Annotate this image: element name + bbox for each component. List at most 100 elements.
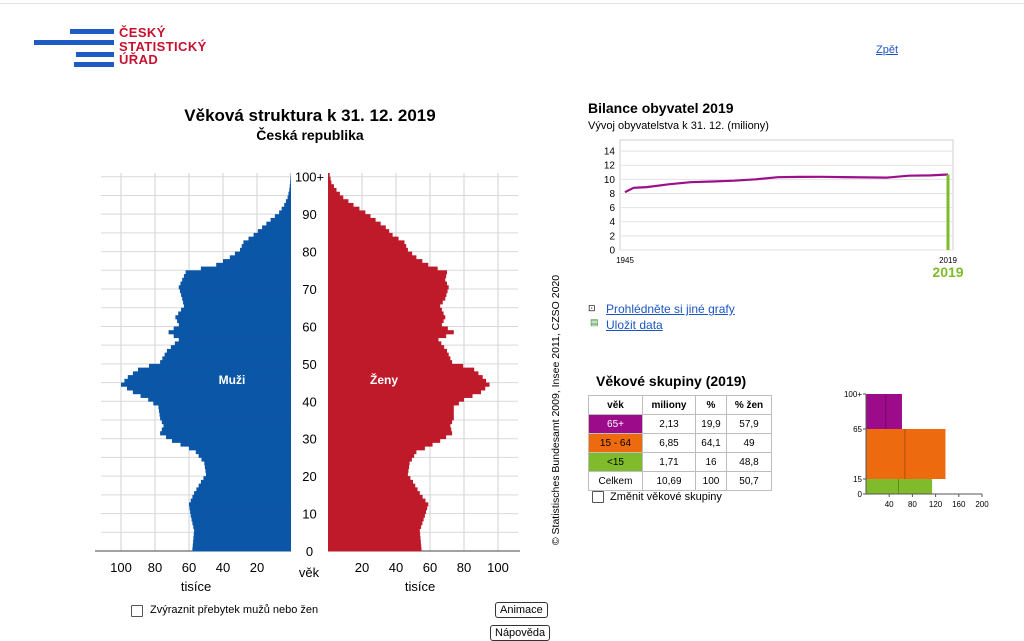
female-bar (328, 424, 450, 428)
male-bar (288, 195, 291, 199)
female-bar (328, 461, 410, 465)
cell-millions: 1,71 (643, 453, 696, 472)
male-bar (164, 424, 292, 428)
female-bar (328, 364, 463, 368)
table-row: 15 - 64 6,85 64,1 49 (589, 434, 772, 453)
male-bar (275, 214, 291, 218)
female-x-tick: 100 (487, 560, 509, 575)
male-bar (242, 244, 291, 248)
population-line (625, 175, 948, 193)
male-bar (196, 487, 291, 491)
age-tick-label: 0 (306, 544, 313, 559)
male-bar (167, 349, 291, 353)
female-bar (328, 480, 413, 484)
male-bar (206, 472, 291, 476)
age-tick-label: 60 (302, 319, 316, 334)
female-bar (328, 334, 446, 338)
female-bar (328, 304, 440, 308)
female-bar (328, 255, 416, 259)
male-bar (158, 405, 291, 409)
female-bar (328, 540, 421, 544)
female-bar (328, 345, 444, 349)
male-bar (172, 439, 291, 443)
female-bar (328, 499, 425, 503)
male-bar (180, 289, 291, 293)
female-bar (328, 517, 424, 521)
male-bar (243, 240, 291, 244)
female-bar (328, 435, 446, 439)
female-bar (328, 184, 334, 188)
balance-title: Bilance obyvatel 2019 (588, 100, 734, 116)
female-bar (328, 338, 439, 342)
female-bar (328, 229, 389, 233)
female-bar (328, 214, 371, 218)
female-bar (328, 308, 442, 312)
female-bar (328, 379, 486, 383)
male-bar (175, 341, 291, 345)
cell-percent: 100 (696, 472, 727, 491)
age-tick-label: 20 (302, 469, 316, 484)
female-bar (328, 192, 340, 196)
save-data-link[interactable]: Uložit data (606, 318, 663, 332)
male-bar (290, 180, 291, 184)
male-bar (192, 517, 291, 521)
male-bar (192, 521, 291, 525)
age-tick-label: 90 (302, 207, 316, 222)
female-bar (328, 315, 445, 319)
female-bar (328, 450, 416, 454)
female-bar (328, 263, 428, 267)
male-bar (182, 278, 291, 282)
male-bar (186, 270, 291, 274)
female-bar (328, 495, 423, 499)
change-groups-label: Změnit věkové skupiny (610, 491, 722, 503)
age-groups-table: věk miliony % % žen 65+ 2,13 19,9 57,9 1… (588, 395, 772, 491)
help-button[interactable]: Nápověda (490, 625, 550, 641)
male-bar (204, 461, 291, 465)
female-bar (328, 390, 481, 394)
male-bar (282, 207, 291, 211)
female-bar (328, 405, 454, 409)
female-bar (328, 409, 454, 413)
male-bar (181, 442, 292, 446)
female-bar (328, 525, 421, 529)
male-bar (138, 368, 291, 372)
male-bar (177, 319, 291, 323)
highlight-surplus-checkbox[interactable] (131, 605, 143, 617)
age-group-bar (866, 479, 932, 494)
female-bar (328, 383, 490, 387)
female-bar (328, 529, 420, 533)
animate-button[interactable]: Animace (495, 602, 548, 618)
female-bar (328, 319, 444, 323)
male-bar (284, 203, 291, 207)
male-bar (235, 252, 291, 256)
male-bar (286, 199, 291, 203)
male-bar (201, 457, 291, 461)
other-charts-link[interactable]: Prohlédněte si jiné grafy (606, 302, 735, 316)
cell-millions: 6,85 (643, 434, 696, 453)
male-bar (191, 514, 291, 518)
male-x-unit: tisíce (181, 579, 211, 594)
y-tick-label: 0 (858, 490, 863, 499)
y-tick-label: 65 (853, 425, 862, 434)
female-bar (328, 349, 447, 353)
female-bar (328, 267, 438, 271)
female-bar (328, 203, 354, 207)
copyright-note: © Statistisches Bundesamt 2009, Insee 20… (550, 275, 562, 545)
female-bar (328, 360, 452, 364)
female-bar (328, 521, 422, 525)
female-bar (328, 282, 447, 286)
change-groups-checkbox[interactable] (592, 491, 604, 503)
age-tick-label: 70 (302, 282, 316, 297)
highlight-year-label: 2019 (932, 264, 963, 280)
female-x-tick: 60 (423, 560, 437, 575)
header-age: věk (589, 396, 643, 415)
table-header-row: věk miliony % % žen (589, 396, 772, 415)
age-tick-label: 50 (302, 357, 316, 372)
male-bar (290, 184, 291, 188)
male-bar (216, 263, 291, 267)
male-bar (174, 334, 291, 338)
back-link[interactable]: Zpět (876, 44, 898, 56)
male-bar (121, 383, 291, 387)
female-bar (328, 222, 381, 226)
female-bar (328, 394, 473, 398)
